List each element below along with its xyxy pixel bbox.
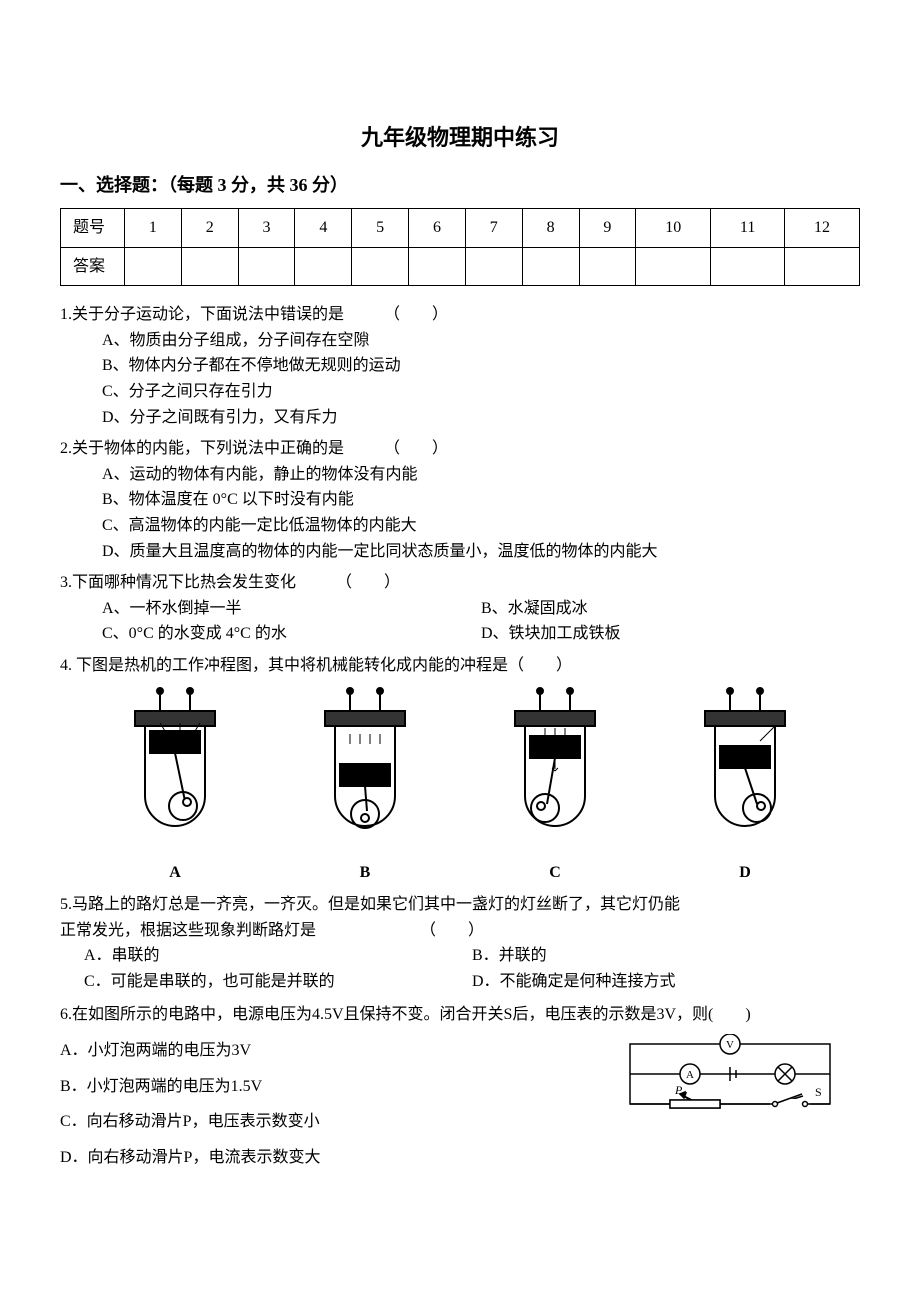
question-6: 6.在如图所示的电路中，电源电压为4.5V且保持不变。闭合开关S后，电压表的示数…	[60, 1002, 860, 1170]
question-6-text: 6.在如图所示的电路中，电源电压为4.5V且保持不变。闭合开关S后，电压表的示数…	[60, 1002, 860, 1028]
question-5-row-2: C．可能是串联的，也可能是并联的 D．不能确定是何种连接方式	[60, 969, 860, 995]
engine-label-d: D	[650, 860, 840, 886]
engine-diagram-c	[485, 686, 625, 856]
cell-header: 10	[636, 208, 711, 247]
engine-diagram-a	[105, 686, 245, 856]
question-6-option-b: B．小灯泡两端的电压为1.5V	[60, 1074, 590, 1100]
question-1-option-c: C、分子之间只存在引力	[60, 379, 860, 405]
engine-diagram-d	[675, 686, 815, 856]
question-3-option-c: C、0°C 的水变成 4°C 的水	[102, 621, 481, 647]
engine-diagram-b	[295, 686, 435, 856]
engine-label-b: B	[270, 860, 460, 886]
cell-header: 7	[465, 208, 522, 247]
question-6-circuit: V A P	[620, 1028, 860, 1170]
question-2-option-b: B、物体温度在 0°C 以下时没有内能	[60, 487, 860, 513]
svg-text:V: V	[726, 1039, 734, 1051]
cell-answer	[465, 247, 522, 286]
cell-answer-label: 答案	[61, 247, 125, 286]
answer-table: 题号 1 2 3 4 5 6 7 8 9 10 11 12 答案	[60, 208, 860, 286]
question-1: 1.关于分子运动论，下面说法中错误的是 （ ） A、物质由分子组成，分子间存在空…	[60, 302, 860, 430]
engine-label-a: A	[80, 860, 270, 886]
cell-header: 2	[181, 208, 238, 247]
question-1-option-d: D、分子之间既有引力，又有斥力	[60, 405, 860, 431]
question-3: 3.下面哪种情况下比热会发生变化 （ ） A、一杯水倒掉一半 B、水凝固成冰 C…	[60, 570, 860, 647]
cell-header: 6	[409, 208, 466, 247]
cell-header: 9	[579, 208, 636, 247]
question-2-text: 2.关于物体的内能，下列说法中正确的是 （ ）	[60, 436, 860, 462]
cell-answer	[181, 247, 238, 286]
engine-diagram-row	[60, 678, 860, 856]
question-3-option-a: A、一杯水倒掉一半	[102, 596, 481, 622]
question-5-option-d: D．不能确定是何种连接方式	[472, 969, 860, 995]
question-6-option-d: D．向右移动滑片P，电流表示数变大	[60, 1145, 590, 1171]
engine-labels-row: A B C D	[60, 860, 860, 886]
cell-answer	[522, 247, 579, 286]
cell-answer	[579, 247, 636, 286]
question-2-option-a: A、运动的物体有内能，静止的物体没有内能	[60, 462, 860, 488]
question-5: 5.马路上的路灯总是一齐亮，一齐灭。但是如果它们其中一盏灯的灯丝断了，其它灯仍能…	[60, 892, 860, 994]
engine-label-c: C	[460, 860, 650, 886]
cell-answer	[352, 247, 409, 286]
question-3-option-d: D、铁块加工成铁板	[481, 621, 860, 647]
question-4-text: 4. 下图是热机的工作冲程图，其中将机械能转化成内能的冲程是（ ）	[60, 653, 860, 679]
question-5-option-c: C．可能是串联的，也可能是并联的	[84, 969, 472, 995]
section-1-header: 一、选择题：（每题 3 分，共 36 分）	[60, 171, 860, 200]
cell-header: 4	[295, 208, 352, 247]
cell-header: 1	[125, 208, 182, 247]
question-2: 2.关于物体的内能，下列说法中正确的是 （ ） A、运动的物体有内能，静止的物体…	[60, 436, 860, 564]
question-1-text: 1.关于分子运动论，下面说法中错误的是 （ ）	[60, 302, 860, 328]
question-1-option-a: A、物质由分子组成，分子间存在空隙	[60, 328, 860, 354]
question-5-row-1: A．串联的 B．并联的	[60, 943, 860, 969]
cell-answer	[238, 247, 295, 286]
cell-answer	[636, 247, 711, 286]
cell-header: 11	[711, 208, 785, 247]
question-5-option-a: A．串联的	[84, 943, 472, 969]
cell-header-label: 题号	[61, 208, 125, 247]
question-4: 4. 下图是热机的工作冲程图，其中将机械能转化成内能的冲程是（ ）	[60, 653, 860, 886]
question-6-options: A．小灯泡两端的电压为3V B．小灯泡两端的电压为1.5V C．向右移动滑片P，…	[60, 1028, 590, 1170]
table-row: 答案	[61, 247, 860, 286]
question-6-body: A．小灯泡两端的电压为3V B．小灯泡两端的电压为1.5V C．向右移动滑片P，…	[60, 1028, 860, 1170]
svg-text:S: S	[815, 1085, 822, 1099]
question-1-option-b: B、物体内分子都在不停地做无规则的运动	[60, 353, 860, 379]
circuit-diagram: V A P	[620, 1034, 840, 1134]
cell-answer	[784, 247, 859, 286]
question-2-option-c: C、高温物体的内能一定比低温物体的内能大	[60, 513, 860, 539]
cell-header: 8	[522, 208, 579, 247]
cell-header: 3	[238, 208, 295, 247]
question-5-text-1: 5.马路上的路灯总是一齐亮，一齐灭。但是如果它们其中一盏灯的灯丝断了，其它灯仍能	[60, 892, 860, 918]
question-2-option-d: D、质量大且温度高的物体的内能一定比同状态质量小，温度低的物体的内能大	[60, 539, 860, 565]
cell-answer	[125, 247, 182, 286]
question-6-option-a: A．小灯泡两端的电压为3V	[60, 1038, 590, 1064]
svg-text:A: A	[686, 1069, 694, 1081]
question-5-text-2: 正常发光，根据这些现象判断路灯是 （ ）	[60, 918, 860, 944]
cell-answer	[409, 247, 466, 286]
question-3-text: 3.下面哪种情况下比热会发生变化 （ ）	[60, 570, 860, 596]
question-5-option-b: B．并联的	[472, 943, 860, 969]
cell-answer	[295, 247, 352, 286]
question-3-row-2: C、0°C 的水变成 4°C 的水 D、铁块加工成铁板	[60, 621, 860, 647]
cell-header: 5	[352, 208, 409, 247]
page-title: 九年级物理期中练习	[60, 120, 860, 155]
question-3-row-1: A、一杯水倒掉一半 B、水凝固成冰	[60, 596, 860, 622]
cell-answer	[711, 247, 785, 286]
question-6-option-c: C．向右移动滑片P，电压表示数变小	[60, 1109, 590, 1135]
cell-header: 12	[784, 208, 859, 247]
table-row: 题号 1 2 3 4 5 6 7 8 9 10 11 12	[61, 208, 860, 247]
question-3-option-b: B、水凝固成冰	[481, 596, 860, 622]
